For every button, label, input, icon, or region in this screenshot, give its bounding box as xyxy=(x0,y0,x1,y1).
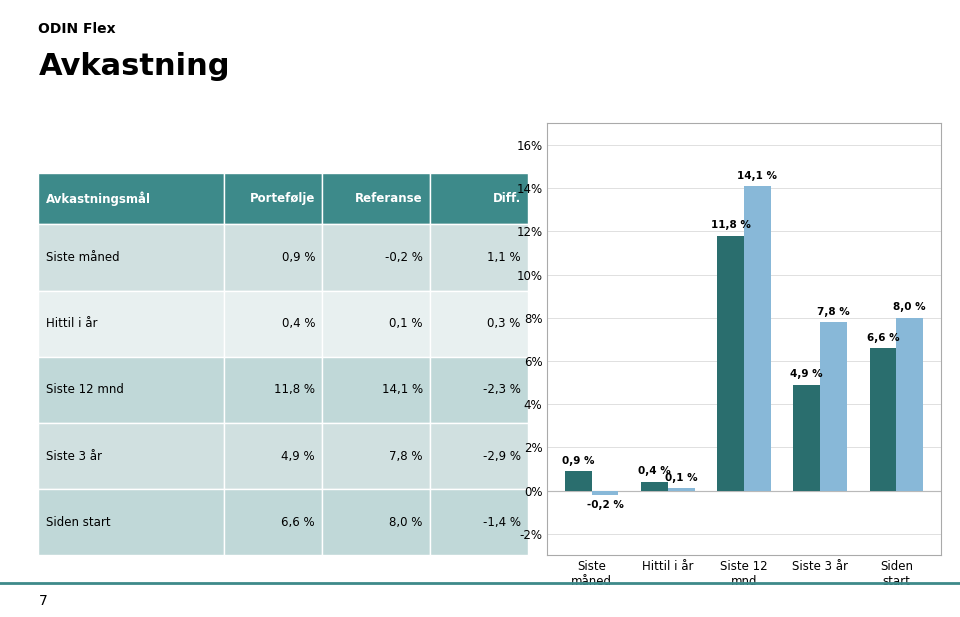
Text: 8,0 %: 8,0 % xyxy=(390,516,422,529)
Bar xyxy=(794,385,820,491)
Text: ODIN Flex: ODIN Flex xyxy=(38,22,116,36)
Text: 1,1 %: 1,1 % xyxy=(487,251,520,264)
Text: -2,3 %: -2,3 % xyxy=(483,383,520,396)
Bar xyxy=(565,471,591,491)
FancyBboxPatch shape xyxy=(225,173,323,225)
Text: -2,9 %: -2,9 % xyxy=(483,450,520,463)
Text: Siste 12 mnd: Siste 12 mnd xyxy=(46,383,124,396)
Bar xyxy=(744,186,771,491)
Text: 0,9 %: 0,9 % xyxy=(281,251,315,264)
Text: 7,8 %: 7,8 % xyxy=(817,307,850,317)
Text: 14,1 %: 14,1 % xyxy=(382,383,422,396)
Bar xyxy=(897,318,923,491)
FancyBboxPatch shape xyxy=(38,173,225,225)
Text: 4,9 %: 4,9 % xyxy=(281,450,315,463)
FancyBboxPatch shape xyxy=(225,423,323,489)
Bar xyxy=(870,348,897,491)
FancyBboxPatch shape xyxy=(225,489,323,555)
Text: 7: 7 xyxy=(38,594,47,608)
Text: -1,4 %: -1,4 % xyxy=(483,516,520,529)
Text: 0,9 %: 0,9 % xyxy=(563,456,594,466)
Text: -0,2 %: -0,2 % xyxy=(587,500,623,510)
FancyBboxPatch shape xyxy=(323,225,430,291)
Text: Referanse: Referanse xyxy=(355,192,422,205)
Bar xyxy=(717,236,744,491)
Text: Portefølje: Portefølje xyxy=(250,192,315,205)
FancyBboxPatch shape xyxy=(38,357,225,423)
FancyBboxPatch shape xyxy=(225,225,323,291)
FancyBboxPatch shape xyxy=(38,489,225,555)
FancyBboxPatch shape xyxy=(38,423,225,489)
Text: 4,9 %: 4,9 % xyxy=(790,370,823,379)
Text: Hittil i år: Hittil i år xyxy=(46,317,97,330)
FancyBboxPatch shape xyxy=(225,357,323,423)
FancyBboxPatch shape xyxy=(430,423,528,489)
Bar xyxy=(820,322,847,491)
Text: 7,8 %: 7,8 % xyxy=(389,450,422,463)
Bar xyxy=(641,482,668,491)
FancyBboxPatch shape xyxy=(430,225,528,291)
FancyBboxPatch shape xyxy=(430,357,528,423)
FancyBboxPatch shape xyxy=(38,291,225,357)
FancyBboxPatch shape xyxy=(430,489,528,555)
FancyBboxPatch shape xyxy=(323,291,430,357)
FancyBboxPatch shape xyxy=(430,291,528,357)
Text: 6,6 %: 6,6 % xyxy=(281,516,315,529)
FancyBboxPatch shape xyxy=(430,173,528,225)
Text: 11,8 %: 11,8 % xyxy=(710,220,751,230)
Text: 8,0 %: 8,0 % xyxy=(893,302,925,312)
Text: Siden start: Siden start xyxy=(46,516,110,529)
Text: 11,8 %: 11,8 % xyxy=(274,383,315,396)
Text: 6,6 %: 6,6 % xyxy=(867,333,900,342)
Bar xyxy=(668,489,694,491)
FancyBboxPatch shape xyxy=(323,489,430,555)
Text: 0,4 %: 0,4 % xyxy=(281,317,315,330)
Text: 0,1 %: 0,1 % xyxy=(389,317,422,330)
Text: Avkastning: Avkastning xyxy=(38,52,229,81)
Text: -0,2 %: -0,2 % xyxy=(385,251,422,264)
Text: 0,3 %: 0,3 % xyxy=(488,317,520,330)
Text: Siste måned: Siste måned xyxy=(46,251,119,264)
FancyBboxPatch shape xyxy=(38,225,225,291)
FancyBboxPatch shape xyxy=(323,357,430,423)
Bar xyxy=(591,491,618,495)
Text: 0,4 %: 0,4 % xyxy=(638,466,671,476)
Text: Avkastningsmål: Avkastningsmål xyxy=(46,191,151,206)
Text: 14,1 %: 14,1 % xyxy=(737,171,778,181)
Text: Diff.: Diff. xyxy=(492,192,520,205)
Text: 0,1 %: 0,1 % xyxy=(665,473,698,483)
FancyBboxPatch shape xyxy=(323,423,430,489)
FancyBboxPatch shape xyxy=(225,291,323,357)
Text: Siste 3 år: Siste 3 år xyxy=(46,450,102,463)
FancyBboxPatch shape xyxy=(323,173,430,225)
